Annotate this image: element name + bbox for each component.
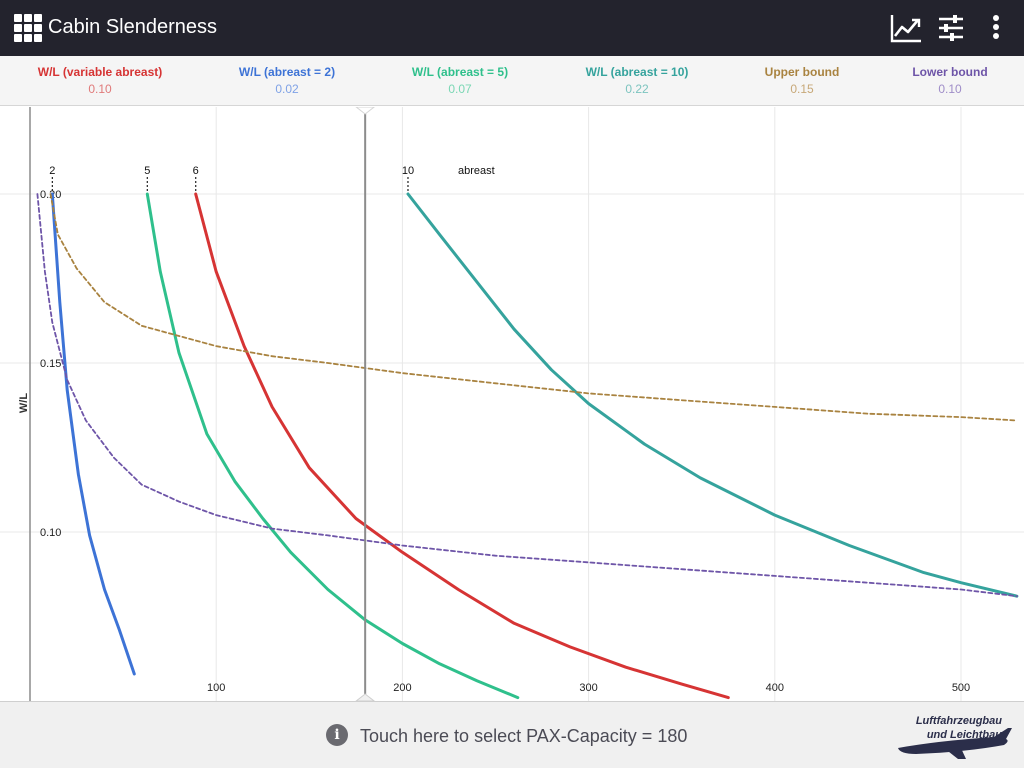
legend-value: 0.15 xyxy=(790,82,814,96)
chart-area[interactable]: 100 200 300 400 500 0.20 0.15 0.10 W/L 2 5 6 10 abre… xyxy=(0,106,1024,702)
pax-cursor[interactable] xyxy=(354,106,376,702)
tune-sliders-icon xyxy=(939,15,963,41)
legend-name: Upper bound xyxy=(764,65,840,79)
legend-item-abreast-2[interactable]: W/L (abreast = 2) 0.02 xyxy=(202,65,372,96)
legend-name: W/L (abreast = 10) xyxy=(585,65,689,79)
logo-line-1: Luftfahrzeugbau xyxy=(915,715,1002,727)
x-tick-label: 500 xyxy=(952,682,970,694)
settings-sliders-button[interactable] xyxy=(933,10,969,46)
app-bar: Cabin Slenderness xyxy=(0,0,1024,56)
more-options-button[interactable] xyxy=(978,10,1014,46)
legend-item-abreast-5[interactable]: W/L (abreast = 5) 0.07 xyxy=(375,65,545,96)
chart-grid xyxy=(0,107,1024,701)
legend-bar: W/L (variable abreast) 0.10 W/L (abreast… xyxy=(0,56,1024,106)
chart-button[interactable] xyxy=(888,10,924,46)
page-title: Cabin Slenderness xyxy=(48,16,217,38)
series-line-w-l-abreast-5 xyxy=(145,192,520,700)
legend-name: W/L (variable abreast) xyxy=(37,65,163,79)
x-tick-label: 400 xyxy=(766,682,784,694)
series-line-w-l-abreast-10 xyxy=(406,192,1019,598)
legend-name: W/L (abreast = 5) xyxy=(411,65,509,79)
chart-series xyxy=(36,192,1019,700)
legend-item-lower-bound[interactable]: Lower bound 0.10 xyxy=(865,65,1024,96)
y-tick-label: 0.10 xyxy=(40,527,61,539)
x-tick-label: 100 xyxy=(207,682,225,694)
abreast-marker-label: 5 xyxy=(144,165,150,177)
more-vert-icon xyxy=(993,15,999,39)
series-line-lower-bound xyxy=(36,193,1018,598)
abreast-label: abreast xyxy=(458,165,495,177)
legend-value: 0.10 xyxy=(88,82,112,96)
y-axis-label: W/L xyxy=(18,393,30,413)
legend-value: 0.10 xyxy=(938,82,962,96)
y-tick-label: 0.15 xyxy=(40,358,61,370)
airplane-icon xyxy=(898,728,1012,759)
abreast-markers: 2 5 6 10 abreast xyxy=(49,165,495,193)
abreast-marker-label: 2 xyxy=(49,165,55,177)
series-line-w-l-variable-abreast xyxy=(194,192,730,700)
legend-item-variable-abreast[interactable]: W/L (variable abreast) 0.10 xyxy=(15,65,185,96)
legend-name: Lower bound xyxy=(912,65,988,79)
legend-item-abreast-10[interactable]: W/L (abreast = 10) 0.22 xyxy=(552,65,722,96)
bottom-bar: i Touch here to select PAX-Capacity = 18… xyxy=(0,701,1024,768)
legend-value: 0.07 xyxy=(448,82,472,96)
cursor-bottom-notch xyxy=(354,693,376,702)
apps-grid-icon[interactable] xyxy=(14,14,42,42)
legend-value: 0.22 xyxy=(625,82,649,96)
series-line-w-l-abreast-2 xyxy=(50,192,136,676)
select-pax-capacity-hint[interactable]: Touch here to select PAX-Capacity = 180 xyxy=(360,726,688,746)
abreast-marker-label: 6 xyxy=(193,165,199,177)
info-icon: i xyxy=(326,724,348,746)
abreast-marker-label: 10 xyxy=(402,165,414,177)
institute-logo: Luftfahrzeugbau und Leichtbau xyxy=(896,714,1016,762)
legend-name: W/L (abreast = 2) xyxy=(238,65,336,79)
cursor-top-notch xyxy=(354,106,376,115)
x-tick-label: 200 xyxy=(393,682,411,694)
legend-item-upper-bound[interactable]: Upper bound 0.15 xyxy=(717,65,887,96)
chart-icon xyxy=(890,15,921,43)
legend-value: 0.02 xyxy=(275,82,299,96)
x-tick-label: 300 xyxy=(579,682,597,694)
series-line-upper-bound xyxy=(49,193,1018,422)
